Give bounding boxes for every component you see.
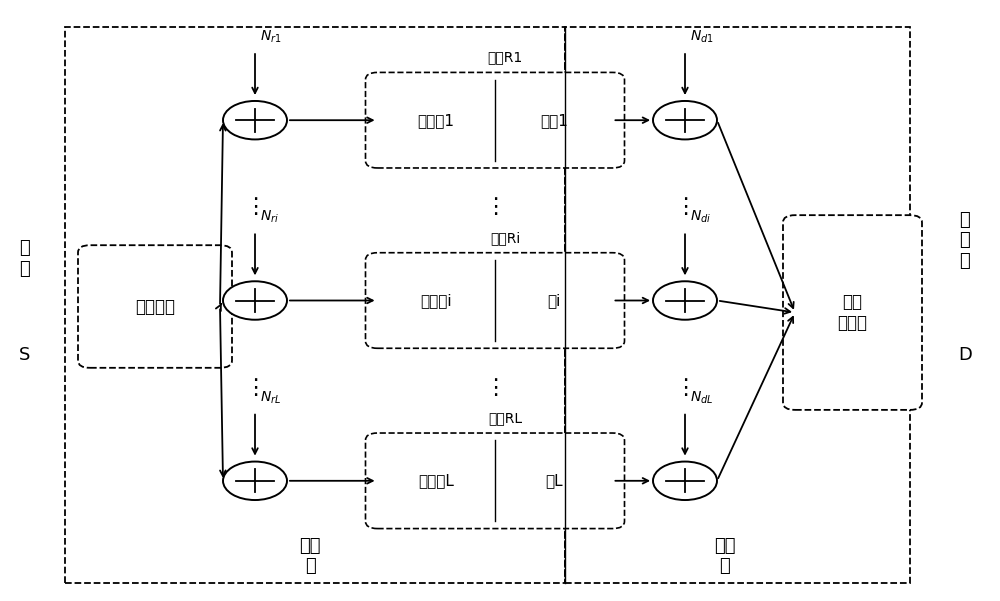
Circle shape [653,281,717,320]
Text: 中继Ri: 中继Ri [490,231,520,245]
Text: 中继R1: 中继R1 [487,50,523,64]
FancyBboxPatch shape [783,215,922,410]
Text: $N_{dL}$: $N_{dL}$ [690,389,713,406]
Text: $N_{rL}$: $N_{rL}$ [260,389,281,406]
Text: 转i: 转i [547,293,560,308]
FancyBboxPatch shape [78,245,232,368]
Text: 编码器i: 编码器i [420,293,452,308]
Text: 信
源: 信 源 [20,239,30,278]
Text: ⋮: ⋮ [674,377,696,398]
Circle shape [653,101,717,139]
Text: ⋮: ⋮ [244,197,266,218]
Text: ⋮: ⋮ [484,377,506,398]
Text: 编码器L: 编码器L [418,474,454,488]
Text: 模拟信号: 模拟信号 [135,297,175,316]
Text: ⋮: ⋮ [484,197,506,218]
Text: 传感
网: 传感 网 [299,537,321,575]
Text: $N_{di}$: $N_{di}$ [690,209,711,225]
FancyBboxPatch shape [65,27,565,583]
Text: ⋮: ⋮ [674,197,696,218]
Text: 转L: 转L [545,474,563,488]
Text: D: D [958,346,972,364]
Text: ⋮: ⋮ [244,377,266,398]
Text: 联合
解码器: 联合 解码器 [838,293,868,332]
Text: 转发1: 转发1 [540,113,568,127]
Text: S: S [19,346,31,364]
FancyBboxPatch shape [366,252,624,349]
FancyBboxPatch shape [366,72,624,168]
FancyBboxPatch shape [565,27,910,583]
Circle shape [223,462,287,500]
Text: $N_{d1}$: $N_{d1}$ [690,29,714,45]
Text: 编码器1: 编码器1 [418,113,455,127]
Circle shape [223,281,287,320]
Text: 接
收
端: 接 收 端 [960,210,970,270]
Text: $N_{ri}$: $N_{ri}$ [260,209,279,225]
Text: 中继RL: 中继RL [488,411,522,426]
Text: $N_{r1}$: $N_{r1}$ [260,29,282,45]
Circle shape [223,101,287,139]
Text: 通信
网: 通信 网 [714,537,736,575]
Circle shape [653,462,717,500]
FancyBboxPatch shape [366,433,624,529]
